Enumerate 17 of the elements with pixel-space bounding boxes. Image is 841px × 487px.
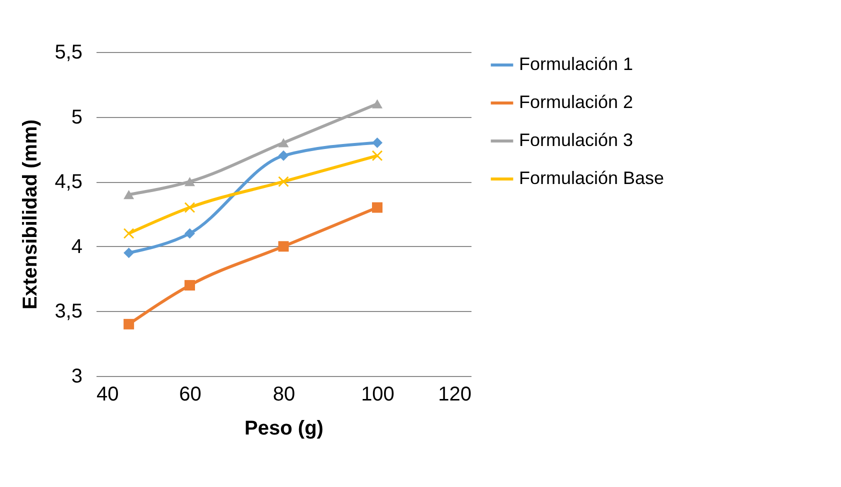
- y-tick-label: 3,5: [54, 300, 82, 323]
- x-tick-label: 60: [179, 384, 202, 406]
- x-tick-label: 120: [438, 384, 472, 406]
- legend-label: Formulación 3: [519, 130, 634, 150]
- legend-label: Formulación 2: [519, 92, 634, 112]
- legend-label: Formulación Base: [519, 168, 664, 188]
- x-tick-label: 40: [96, 384, 119, 406]
- legend-label: Formulación 1: [519, 54, 634, 74]
- y-tick-label: 5,5: [54, 42, 82, 64]
- y-axis-title: Extensibilidad (mm): [20, 119, 42, 310]
- y-tick-label: 4: [71, 236, 82, 258]
- y-tick-label: 5: [71, 106, 82, 128]
- x-axis-title: Peso (g): [244, 418, 324, 440]
- y-tick-label: 4,5: [54, 171, 82, 194]
- y-tick-label: 3: [71, 366, 82, 388]
- x-tick-label: 80: [272, 384, 296, 406]
- x-tick-label: 100: [361, 384, 394, 406]
